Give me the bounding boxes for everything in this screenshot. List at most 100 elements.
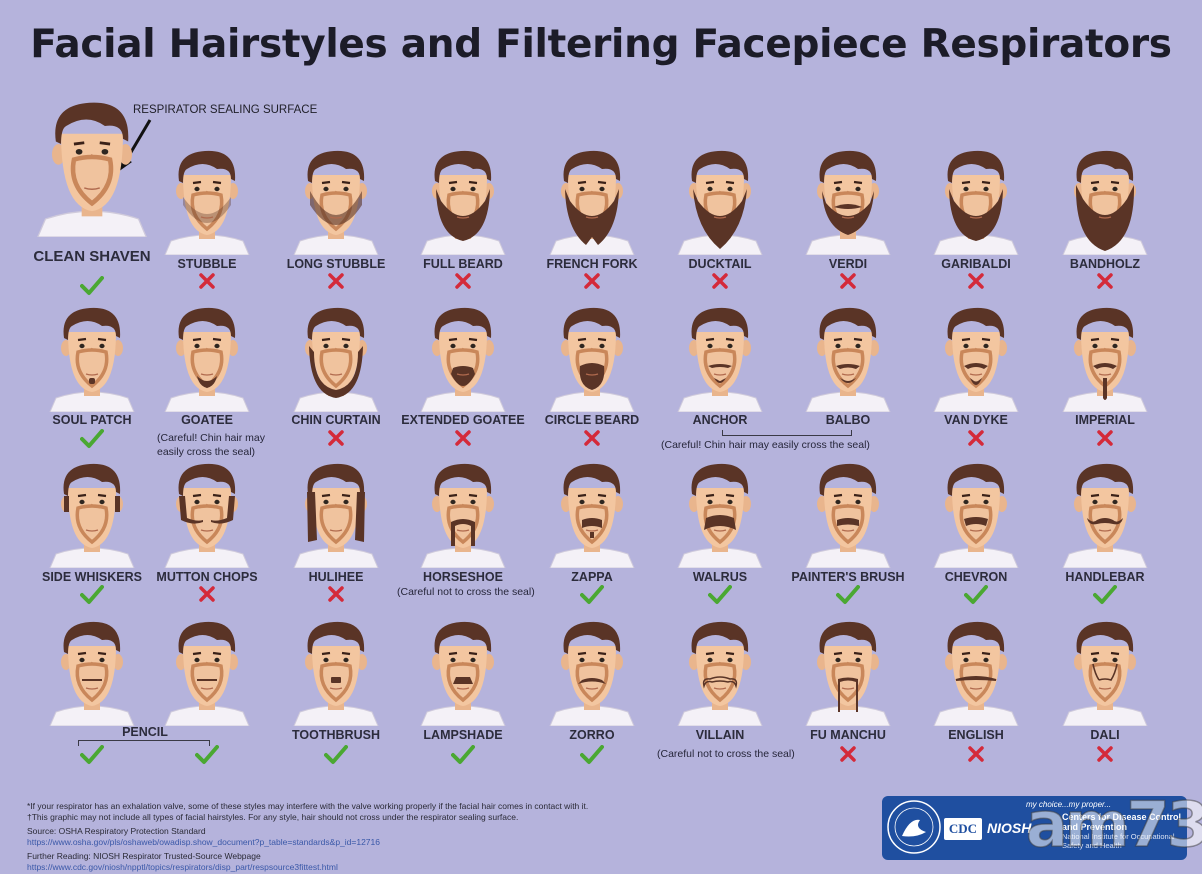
cross-icon: [711, 272, 729, 295]
face-illustration: [413, 616, 513, 731]
footer-further: Further Reading: NIOSH Respirator Truste…: [27, 851, 261, 861]
hairstyle-label: CHIN CURTAIN: [291, 413, 381, 427]
horseshoe-note: (Careful not to cross the seal): [397, 586, 535, 598]
face-illustration: [670, 616, 770, 731]
anchor-balbo-note: (Careful! Chin hair may easily cross the…: [661, 439, 870, 451]
hairstyle-label: HORSESHOE: [423, 570, 503, 584]
hairstyle-label: CLEAN SHAVEN: [33, 248, 151, 265]
cross-icon: [967, 745, 985, 768]
footer-source: Source: OSHA Respiratory Protection Stan…: [27, 826, 206, 836]
hairstyle-label: GARIBALDI: [941, 257, 1011, 271]
hairstyle-label: ANCHOR: [692, 413, 748, 427]
check-icon: [195, 745, 219, 770]
watermark: am730: [1025, 787, 1202, 862]
cross-icon: [1096, 745, 1114, 768]
check-icon: [451, 745, 475, 770]
hairstyle-label: GOATEE: [181, 413, 233, 427]
cross-icon: [454, 429, 472, 452]
cdc-tagline: my choice...my proper...: [1026, 800, 1112, 809]
cross-icon: [198, 585, 216, 608]
check-icon: [80, 745, 104, 770]
hhs-seal-icon: [887, 800, 941, 854]
hairstyle-label: CHEVRON: [944, 570, 1008, 584]
hairstyle-label: IMPERIAL: [1075, 413, 1135, 427]
face-illustration: [157, 145, 257, 260]
check-icon: [80, 276, 104, 301]
face-illustration: [413, 145, 513, 260]
face-illustration: [286, 145, 386, 260]
hairstyle-label: HANDLEBAR: [1065, 570, 1145, 584]
face-illustration: [670, 458, 770, 573]
face-illustration: [798, 145, 898, 260]
face-illustration: [27, 95, 157, 242]
face-illustration: [542, 616, 642, 731]
goatee-note: (Careful! Chin hair may easily cross the…: [157, 432, 265, 458]
check-icon: [1093, 585, 1117, 610]
cross-icon: [1096, 272, 1114, 295]
villain-note: (Careful not to cross the seal): [657, 748, 795, 760]
check-icon: [580, 585, 604, 610]
hairstyle-label: BANDHOLZ: [1069, 257, 1141, 271]
hairstyle-label: FULL BEARD: [423, 257, 503, 271]
page-title: Facial Hairstyles and Filtering Facepiec…: [30, 22, 1172, 67]
hairstyle-label: DALI: [1090, 728, 1120, 742]
face-illustration: [1055, 302, 1155, 417]
hairstyle-label: VAN DYKE: [944, 413, 1008, 427]
cross-icon: [327, 585, 345, 608]
face-illustration: [542, 145, 642, 260]
hairstyle-label: BALBO: [825, 413, 871, 427]
face-illustration: [286, 616, 386, 731]
face-illustration: [926, 145, 1026, 260]
hairstyle-label: LAMPSHADE: [423, 728, 503, 742]
hairstyle-label: STUBBLE: [177, 257, 237, 271]
face-illustration: [286, 302, 386, 417]
check-icon: [836, 585, 860, 610]
face-illustration: [157, 302, 257, 417]
hairstyle-label: FU MANCHU: [810, 728, 886, 742]
check-icon: [80, 585, 104, 610]
face-illustration: [1055, 145, 1155, 260]
hairstyle-label: CIRCLE BEARD: [544, 413, 640, 427]
hairstyle-label: VILLAIN: [695, 728, 745, 742]
face-illustration: [42, 616, 142, 731]
hairstyle-label: EXTENDED GOATEE: [401, 413, 525, 427]
face-illustration: [286, 458, 386, 573]
sealing-surface-label: RESPIRATOR SEALING SURFACE: [133, 104, 318, 116]
face-illustration: [926, 302, 1026, 417]
cross-icon: [839, 745, 857, 768]
cross-icon: [1096, 429, 1114, 452]
cross-icon: [839, 272, 857, 295]
footer-note-graphic: †This graphic may not include all types …: [27, 812, 519, 822]
footer-source-link[interactable]: https://www.osha.gov/pls/oshaweb/owadisp…: [27, 837, 380, 847]
hairstyle-label: VERDI: [828, 257, 868, 271]
face-illustration: [926, 458, 1026, 573]
hairstyle-label: SOUL PATCH: [52, 413, 132, 427]
cross-icon: [967, 429, 985, 452]
face-illustration: [413, 458, 513, 573]
face-illustration: [542, 458, 642, 573]
face-illustration: [542, 302, 642, 417]
check-icon: [708, 585, 732, 610]
hairstyle-label: TOOTHBRUSH: [292, 728, 380, 742]
pencil-label: PENCIL: [122, 725, 168, 739]
cross-icon: [967, 272, 985, 295]
cross-icon: [327, 272, 345, 295]
hairstyle-label: FRENCH FORK: [546, 257, 638, 271]
check-icon: [324, 745, 348, 770]
footer-further-link[interactable]: https://www.cdc.gov/niosh/npptl/topics/r…: [27, 862, 338, 872]
check-icon: [80, 429, 104, 454]
cross-icon: [583, 272, 601, 295]
face-illustration: [670, 302, 770, 417]
cross-icon: [583, 429, 601, 452]
footer-note-valve: *If your respirator has an exhalation va…: [27, 801, 589, 811]
anchor-balbo-bracket: [722, 430, 852, 436]
face-illustration: [157, 616, 257, 731]
face-illustration: [926, 616, 1026, 731]
face-illustration: [798, 616, 898, 731]
cross-icon: [327, 429, 345, 452]
check-icon: [580, 745, 604, 770]
pencil-bracket: [78, 740, 210, 746]
cross-icon: [198, 272, 216, 295]
face-illustration: [1055, 458, 1155, 573]
hairstyle-label: WALRUS: [692, 570, 748, 584]
